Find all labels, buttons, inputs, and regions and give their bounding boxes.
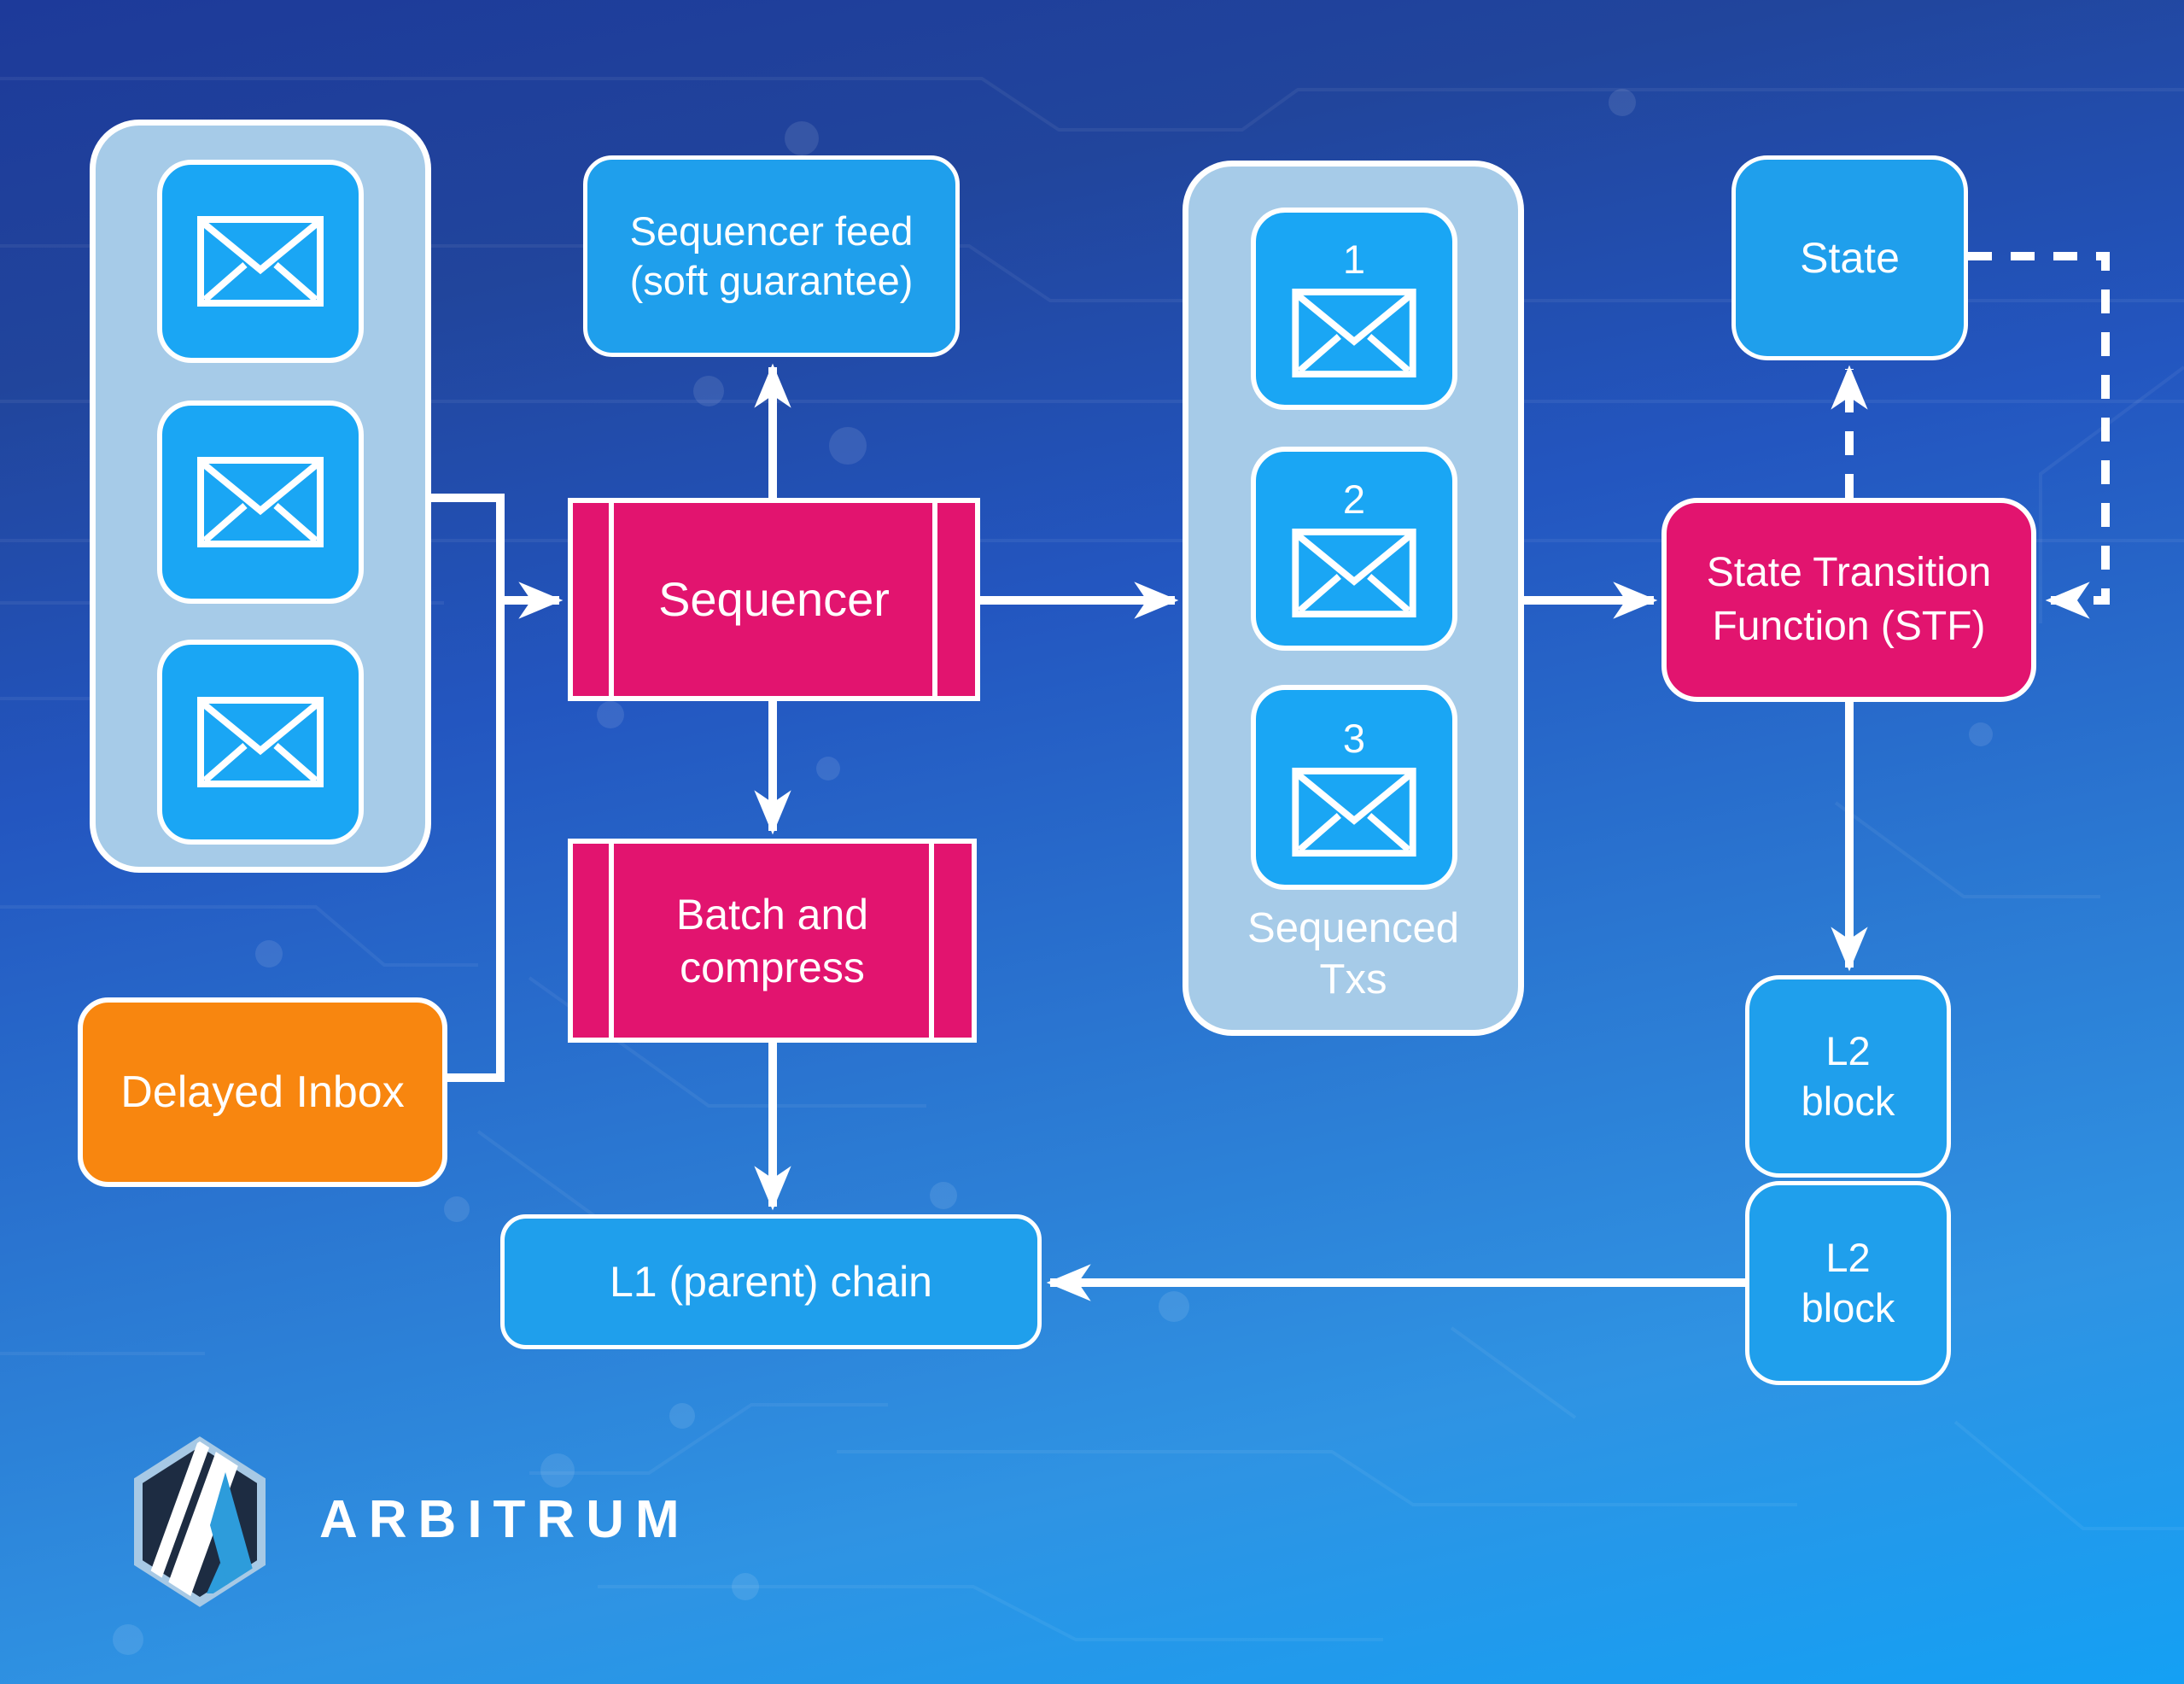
l2-top-label-line1: L2: [1825, 1028, 1871, 1074]
envelope-icon: [1292, 288, 1416, 378]
inbox-envelope-card: [157, 401, 364, 604]
sequencer-label: Sequencer: [658, 572, 890, 627]
node-delayed-inbox: Delayed Inbox: [78, 997, 447, 1187]
envelope-icon: [197, 697, 324, 787]
node-sequencer-feed: Sequencer feed (soft guarantee): [583, 155, 960, 357]
sequencer-feed-label-line2: (soft guarantee): [629, 258, 914, 303]
brand-name: ARBITRUM: [319, 1489, 691, 1549]
node-stf: State Transition Function (STF): [1661, 498, 2036, 702]
envelope-icon: [1292, 528, 1416, 618]
node-l2-block-top: L2 block: [1745, 975, 1951, 1178]
tx-number: 2: [1342, 477, 1366, 522]
stf-label-line1: State Transition: [1706, 550, 1992, 596]
stf-label-line2: Function (STF): [1712, 603, 1986, 649]
sequencer-feed-label-line1: Sequencer feed: [629, 208, 914, 254]
tx-number: 1: [1342, 237, 1366, 282]
footer-brand: ARBITRUM: [125, 1435, 691, 1609]
envelope-icon: [197, 457, 324, 547]
node-l1-chain: L1 (parent) chain: [500, 1214, 1042, 1349]
envelope-icon: [197, 216, 324, 307]
l2-bottom-label-line2: block: [1801, 1284, 1895, 1330]
sequenced-tx-card: 1: [1251, 208, 1457, 410]
sequenced-tx-card: 2: [1251, 447, 1457, 651]
delayed-inbox-label: Delayed Inbox: [120, 1067, 405, 1117]
node-sequencer: Sequencer: [568, 498, 980, 701]
arbitrum-hexagon-logo: [134, 1436, 266, 1607]
sequenced-txs-container: 1 2 3: [1183, 161, 1524, 1036]
batch-label-line2: compress: [680, 943, 865, 991]
batch-tape-line-left: [609, 844, 614, 1038]
node-state: State: [1731, 155, 1968, 360]
node-batch-compress: Batch and compress: [568, 839, 977, 1043]
connector-inbox-and-delayed-to-sequencer: [425, 494, 505, 1082]
sequencer-tape-line-left: [609, 503, 614, 696]
inbox-envelope-card: [157, 640, 364, 845]
sequencer-tape-line-right: [932, 503, 937, 696]
sequenced-txs-label-line2: Txs: [1319, 956, 1387, 1003]
l1-chain-label: L1 (parent) chain: [609, 1258, 932, 1306]
l2-top-label-line2: block: [1801, 1078, 1895, 1124]
inbox-envelope-card: [157, 160, 364, 363]
sequenced-txs-label-line1: Sequenced: [1247, 905, 1459, 952]
inbox-stack-container: [90, 120, 431, 873]
state-label: State: [1800, 234, 1900, 282]
l2-bottom-label-line1: L2: [1825, 1235, 1871, 1281]
sequenced-tx-card: 3: [1251, 685, 1457, 890]
tx-number: 3: [1342, 715, 1366, 761]
batch-tape-line-right: [929, 844, 934, 1038]
sequenced-txs-label: Sequenced Txs: [1188, 903, 1518, 1006]
envelope-icon: [1292, 767, 1416, 857]
node-l2-block-bottom: L2 block: [1745, 1181, 1951, 1385]
batch-label-line1: Batch and: [675, 890, 869, 938]
